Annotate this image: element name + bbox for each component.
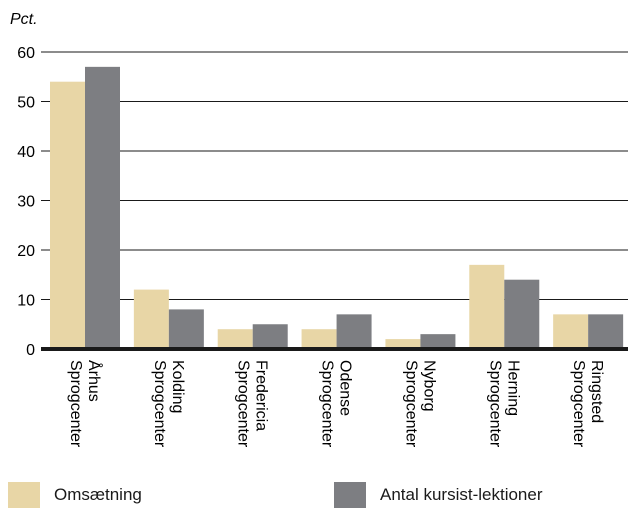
category-label-line: Sprogcenter [151,360,168,448]
bar [420,334,456,349]
category-label-line: Sprogcenter [319,360,336,448]
category-label-line: Nyborg [420,360,437,412]
bar [336,314,372,349]
bar [504,279,540,349]
legend-label-kursist-lektioner: Antal kursist-lektioner [380,485,543,504]
y-tick-label: 0 [26,342,35,359]
bar [85,66,120,349]
category-label-line: Ringsted [588,360,605,423]
category-label-line: Fredericia [253,360,270,431]
category-label-line: Sprogcenter [486,360,503,448]
bar [301,329,337,349]
y-tick-label: 20 [17,243,35,260]
category-label-line: Sprogcenter [402,360,419,448]
legend-swatch-kursist-lektioner [334,482,366,508]
bar [168,309,204,349]
bar [588,314,624,349]
legend-swatch-omsaetning [8,482,40,508]
gridlines [41,51,628,300]
y-tick-labels: 0 10 20 30 40 50 60 [17,45,35,359]
bar [553,314,589,349]
y-tick-label: 60 [17,45,35,62]
bar [217,329,253,349]
y-axis-title: Pct. [10,11,38,28]
category-label-line: Sprogcenter [570,360,587,448]
bars [50,66,624,349]
legend-label-omsaetning: Omsætning [54,485,142,504]
category-label-line: Kolding [169,360,186,413]
category-label-line: Sprogcenter [67,360,84,448]
legend-item-kursist-lektioner: Antal kursist-lektioner [334,482,543,508]
category-label-line: Århus [85,360,104,402]
category-label-line: Odense [337,360,354,416]
y-tick-label: 40 [17,144,35,161]
bar [252,324,288,349]
legend-item-omsaetning: Omsætning [8,482,142,508]
bar [50,81,85,349]
category-label-line: Herning [504,360,521,416]
y-tick-label: 10 [17,293,35,310]
y-tick-label: 30 [17,194,35,211]
bar [385,339,421,349]
category-label-line: Sprogcenter [235,360,252,448]
bar [133,289,169,349]
y-tick-label: 50 [17,95,35,112]
bar [469,264,505,349]
